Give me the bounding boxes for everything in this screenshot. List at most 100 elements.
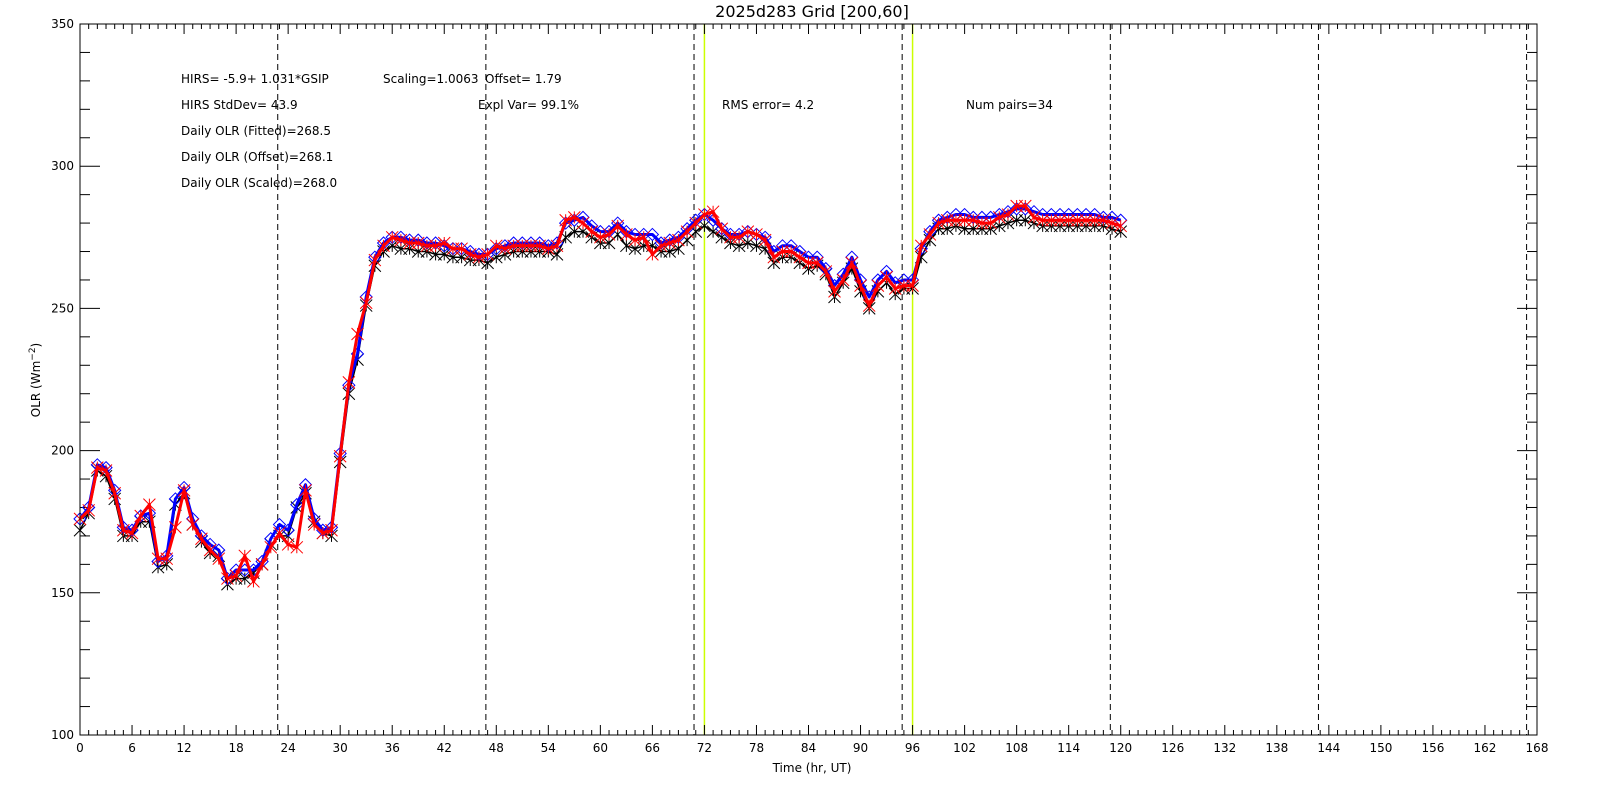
data-point	[906, 279, 919, 293]
data-point	[741, 225, 755, 238]
data-point	[1097, 213, 1110, 227]
data-point	[108, 486, 122, 500]
x-tick-label: 12	[176, 741, 191, 755]
plot-frame	[79, 23, 1538, 736]
x-tick-label: 132	[1213, 741, 1236, 755]
x-tick-label: 102	[953, 741, 976, 755]
data-point	[117, 523, 130, 537]
data-point	[828, 284, 841, 298]
data-point	[134, 509, 148, 523]
x-tick-label: 18	[228, 741, 243, 755]
x-tick-label: 66	[645, 741, 660, 755]
x-tick-label: 114	[1057, 741, 1080, 755]
annotation-daily-fitted: Daily OLR (Fitted)=268.5	[181, 124, 331, 138]
data-point	[984, 216, 997, 230]
data-point	[489, 239, 503, 253]
data-point	[168, 492, 183, 506]
data-point	[160, 552, 174, 566]
x-tick-label: 156	[1421, 741, 1444, 755]
data-point	[932, 216, 945, 230]
data-point	[819, 265, 833, 278]
x-tick-label: 96	[905, 741, 920, 755]
data-point	[316, 526, 330, 540]
y-axis-label-sup: −2	[28, 347, 38, 360]
data-point	[342, 375, 356, 389]
x-tick-label: 6	[128, 741, 136, 755]
data-point	[264, 540, 278, 554]
data-point	[559, 213, 573, 227]
chart-title: 2025d283 Grid [200,60]	[715, 2, 909, 21]
data-point	[229, 569, 243, 583]
data-point	[212, 552, 226, 566]
x-tick-label: 168	[1526, 741, 1549, 755]
data-point	[637, 230, 651, 244]
x-tick-label: 48	[489, 741, 504, 755]
x-tick-label: 24	[281, 741, 296, 755]
data-point	[594, 230, 607, 244]
data-point	[541, 242, 555, 256]
series-blue	[73, 202, 1128, 586]
data-point	[290, 497, 304, 512]
data-point	[247, 575, 260, 588]
data-point	[1027, 211, 1041, 224]
data-point	[845, 256, 859, 270]
data-point	[472, 250, 486, 264]
data-point	[1018, 199, 1032, 213]
data-point	[1114, 219, 1128, 233]
x-tick-label: 60	[593, 741, 608, 755]
data-series	[73, 199, 1128, 591]
x-tick-label: 0	[76, 741, 84, 755]
y-tick-label: 200	[51, 444, 74, 458]
annotation-stddev: HIRS StdDev= 43.9	[181, 98, 298, 112]
data-point	[368, 253, 382, 267]
data-point	[290, 540, 304, 554]
data-point	[758, 233, 772, 247]
x-tick-label: 144	[1317, 741, 1340, 755]
series-line	[78, 207, 1122, 581]
annotation-regression: HIRS= -5.9+ 1.031*GSIP	[181, 72, 329, 86]
series-red	[73, 199, 1128, 588]
data-point	[620, 228, 633, 241]
x-tick-label: 150	[1369, 741, 1392, 755]
annotation-daily-scaled: Daily OLR (Scaled)=268.0	[181, 176, 337, 190]
data-point	[585, 225, 599, 238]
data-point	[854, 279, 867, 293]
annotation-explvar: Expl Var= 99.1%	[478, 98, 579, 112]
data-point	[359, 296, 373, 310]
data-point	[706, 205, 720, 219]
data-point	[90, 461, 104, 475]
x-tick-label: 162	[1474, 741, 1497, 755]
data-point	[1105, 216, 1119, 230]
x-tick-label: 120	[1109, 741, 1132, 755]
data-point	[966, 213, 980, 227]
data-point	[125, 526, 139, 540]
x-tick-label: 84	[801, 741, 816, 755]
data-point	[663, 236, 677, 250]
x-tick-label: 78	[749, 741, 764, 755]
data-point	[333, 449, 347, 463]
data-point	[437, 236, 451, 250]
series-line	[79, 219, 1121, 586]
data-point	[238, 549, 252, 563]
y-tick-label: 350	[51, 17, 74, 31]
x-tick-label: 42	[437, 741, 452, 755]
data-point	[784, 245, 798, 258]
y-tick-label: 100	[51, 728, 74, 742]
annotation-offset: Offset= 1.79	[485, 72, 562, 86]
data-point	[750, 228, 763, 241]
data-point	[620, 239, 633, 253]
data-point	[1018, 213, 1032, 227]
x-tick-label: 90	[853, 741, 868, 755]
data-point	[143, 498, 156, 511]
data-point	[533, 239, 547, 253]
data-point	[99, 464, 113, 477]
data-point	[732, 230, 746, 244]
data-point	[169, 521, 182, 534]
x-tick-label: 36	[385, 741, 400, 755]
data-point	[325, 523, 338, 537]
data-point	[698, 208, 711, 221]
data-point	[880, 270, 893, 284]
data-point	[299, 484, 312, 497]
data-point	[923, 228, 937, 241]
data-point	[992, 211, 1006, 224]
